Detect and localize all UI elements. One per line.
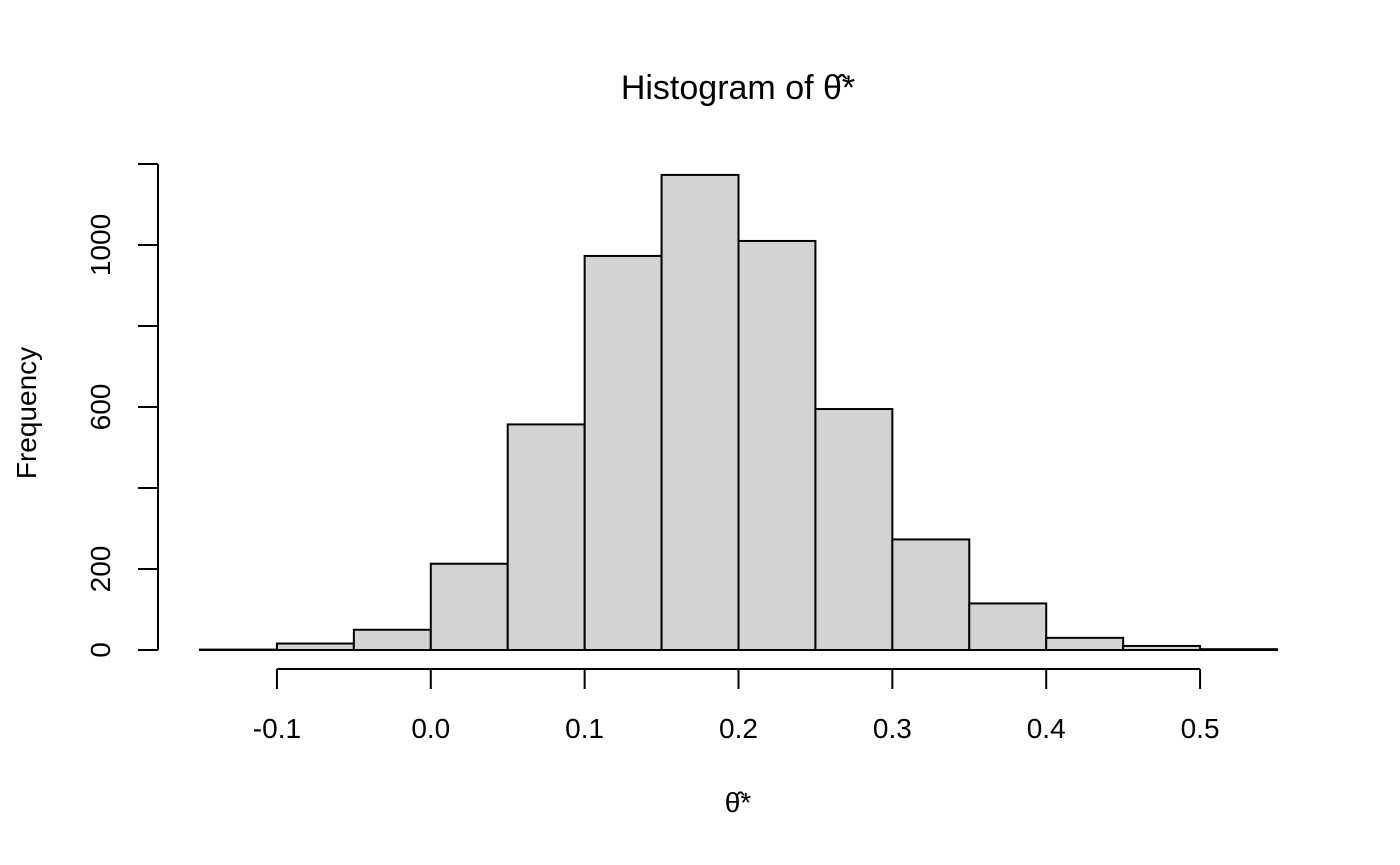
histogram-bar-3	[429, 562, 509, 651]
y-tick-label-1: 200	[85, 546, 116, 593]
chart-title-symbol: θ̂*	[823, 69, 855, 107]
y-axis-label: Frequency	[11, 347, 42, 479]
histogram-bar-1	[275, 642, 355, 652]
y-tick-label-3: 600	[85, 384, 116, 431]
x-tick-label-0: -0.1	[253, 713, 301, 744]
x-tick-label-6: 0.5	[1181, 713, 1220, 744]
histogram-bar-10	[968, 602, 1048, 651]
y-tick-label-5: 1000	[85, 214, 116, 276]
histogram-bar-6	[660, 173, 740, 651]
chart-title: Histogram of θ̂*	[621, 69, 855, 107]
histogram-bar-2	[352, 628, 432, 651]
y-axis: 0 200 600 1000	[85, 163, 159, 658]
chart-title-prefix: Histogram of	[621, 69, 823, 107]
y-tick-label-0: 0	[85, 642, 116, 658]
histogram-bar-12	[1122, 644, 1202, 652]
x-tick-label-1: 0.0	[411, 713, 450, 744]
histogram-bar-8	[814, 408, 894, 651]
histogram-bar-11	[1045, 636, 1125, 651]
x-tick-label-4: 0.3	[873, 713, 912, 744]
x-axis-label: θ̂*	[725, 787, 752, 818]
histogram-bar-4	[506, 423, 586, 652]
x-tick-label-3: 0.2	[719, 713, 758, 744]
histogram-bar-13	[1199, 648, 1278, 652]
x-axis: -0.1 0.0 0.1 0.2 0.3 0.4 0.5	[253, 668, 1220, 744]
histogram-bar-9	[891, 538, 971, 651]
histogram-bar-5	[583, 254, 663, 651]
histogram-bars	[199, 173, 1278, 652]
x-tick-label-2: 0.1	[565, 713, 604, 744]
histogram-bar-7	[737, 239, 817, 651]
x-tick-label-5: 0.4	[1027, 713, 1066, 744]
